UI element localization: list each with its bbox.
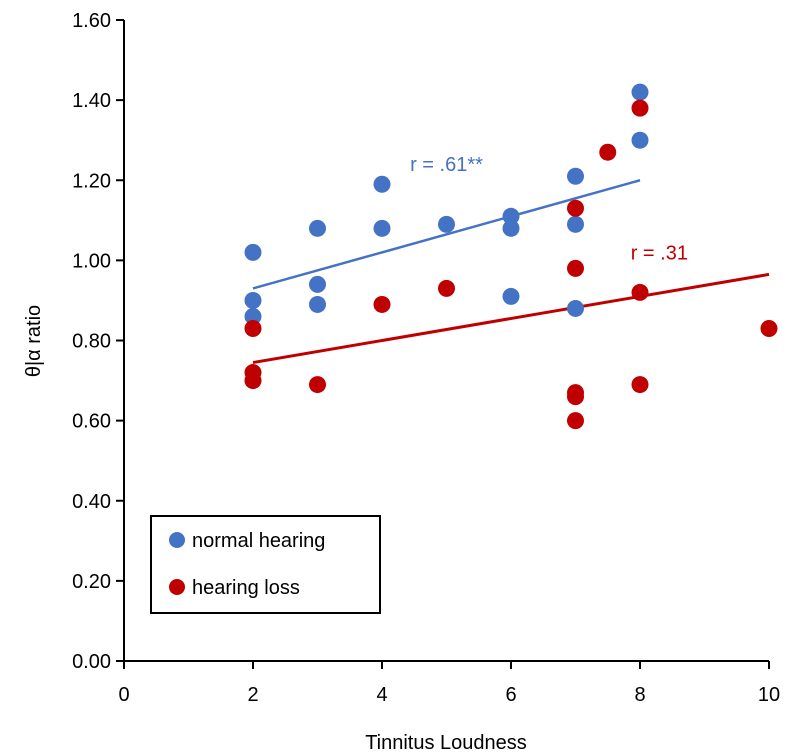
y-tick-label: 0.60 [72,411,111,433]
x-axis-title: Tinnitus Loudness [365,732,527,754]
trendline-normal-hearing [252,179,641,290]
y-tick-label: 0.00 [72,651,111,673]
point-hearing-loss [373,295,391,313]
x-tick-label: 2 [247,684,258,706]
x-tick-label: 0 [118,684,129,706]
x-tick-label: 4 [376,684,387,706]
legend-label-normal-hearing: normal hearing [192,530,325,552]
point-normal-hearing [309,275,326,293]
point-hearing-loss [309,376,326,394]
point-hearing-loss [244,372,262,390]
point-hearing-loss [760,319,778,337]
data-points [244,83,778,430]
y-tick-label: 1.40 [72,90,111,112]
y-tick-label: 1.20 [72,170,111,192]
point-hearing-loss [244,319,262,337]
point-normal-hearing [631,83,649,101]
point-hearing-loss [438,279,455,297]
legend-marker-normal-hearing [169,532,185,548]
correlation-label-hearing-loss: r = .31 [631,242,688,264]
y-tick-label: 0.20 [72,571,111,593]
legend-label-hearing-loss: hearing loss [192,577,300,599]
point-normal-hearing [244,307,262,325]
point-normal-hearing [309,295,326,313]
point-hearing-loss [567,199,584,217]
y-ticks: 0.00 0.20 0.40 0.60 0.80 1.00 1.20 1.40 1.60 [72,10,124,673]
point-normal-hearing [244,291,262,309]
point-hearing-loss [567,412,584,430]
trendlines [252,179,770,365]
point-hearing-loss [567,388,584,406]
trendline-hearing-loss [252,272,770,365]
x-tick-label: 6 [505,684,516,706]
point-normal-hearing [502,219,520,237]
x-tick-label: 10 [758,684,780,706]
correlation-label-normal-hearing: r = .61** [410,154,483,176]
point-normal-hearing [567,215,584,233]
point-normal-hearing [373,175,391,193]
point-normal-hearing [502,207,520,225]
point-hearing-loss [631,283,649,301]
y-axis-title: θ|α ratio [23,305,45,377]
point-normal-hearing [438,215,455,233]
point-hearing-loss [599,143,617,161]
y-tick-label: 1.00 [72,250,111,272]
y-tick-label: 1.60 [72,10,111,32]
point-normal-hearing [373,219,391,237]
legend-box [150,515,381,614]
x-tick-label: 8 [634,684,645,706]
point-normal-hearing [502,287,520,305]
point-normal-hearing [567,167,584,185]
y-tick-label: 0.80 [72,331,111,353]
point-normal-hearing [631,131,649,149]
legend-marker-hearing-loss [169,579,185,595]
point-normal-hearing [244,243,262,261]
point-normal-hearing [567,299,584,317]
legend: normal hearing hearing loss [150,515,381,614]
x-ticks: 0 2 4 6 8 10 [118,661,780,706]
y-tick-label: 0.40 [72,491,111,513]
point-normal-hearing [309,219,326,237]
point-hearing-loss [631,99,649,117]
annotations: r = .61** r = .31 [410,154,688,264]
point-hearing-loss [567,259,584,277]
point-hearing-loss [631,376,649,394]
